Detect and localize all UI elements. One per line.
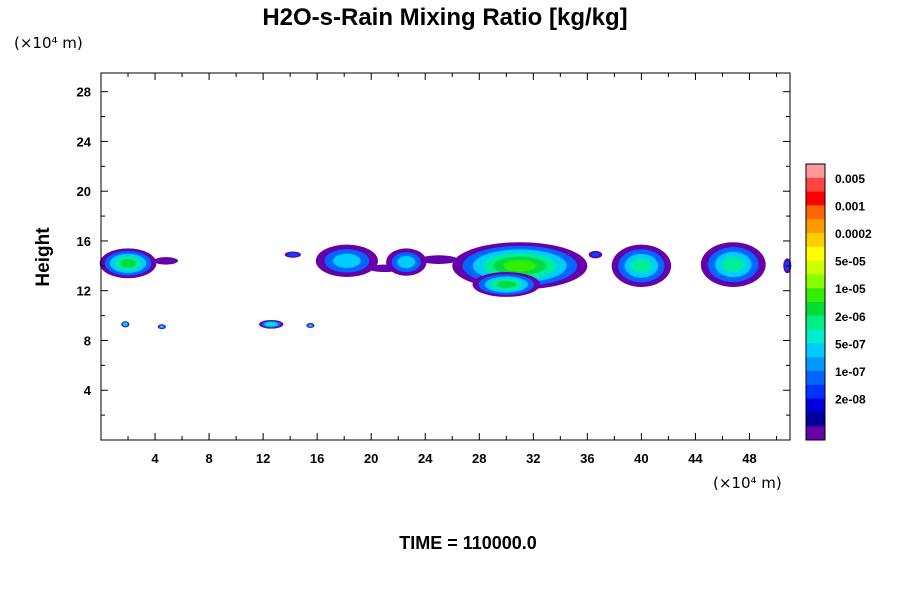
- y-tick-label: 12: [77, 284, 91, 299]
- colorbar-swatch: [806, 177, 825, 193]
- y-tick-label: 4: [84, 383, 92, 398]
- rain-contour: [397, 256, 416, 269]
- colorbar-label: 5e-07: [835, 337, 866, 351]
- rain-cell: [386, 248, 427, 276]
- x-tick-label: 44: [688, 451, 703, 466]
- colorbar-swatch: [806, 302, 825, 317]
- rain-cell: [99, 248, 157, 279]
- colorbar-swatch: [806, 426, 825, 441]
- rain-contour: [721, 256, 745, 273]
- rain-contour: [123, 323, 127, 326]
- rain-contour: [631, 258, 652, 274]
- x-tick-label: 28: [472, 451, 486, 466]
- x-tick-label: 40: [634, 451, 648, 466]
- y-tick-label: 20: [77, 184, 91, 199]
- colorbar-swatch: [806, 412, 825, 427]
- y-tick-label: 16: [77, 234, 91, 249]
- y-tick-labels: 4 8 12 16 20 24 28: [77, 85, 92, 399]
- y-axis-label: Height: [33, 227, 54, 287]
- colorbar-label: 2e-08: [835, 393, 866, 407]
- x-unit-label: (×10⁴ m): [713, 474, 782, 492]
- axis-ticks: [101, 73, 790, 440]
- rain-contour: [159, 325, 164, 328]
- x-tick-label: 8: [205, 451, 212, 466]
- y-tick-label: 28: [77, 85, 91, 100]
- colorbar-label: 1e-05: [835, 282, 866, 296]
- colorbar-swatch: [806, 191, 825, 206]
- colorbar-swatch: [806, 371, 825, 386]
- x-tick-label: 12: [256, 451, 270, 466]
- x-tick-label: 36: [580, 451, 594, 466]
- y-tick-label: 8: [84, 333, 91, 348]
- colorbar-label: 5e-05: [835, 255, 866, 269]
- colorbar-swatch: [806, 205, 825, 220]
- y-tick-label: 24: [77, 134, 92, 149]
- colorbar-swatch: [806, 343, 825, 358]
- colorbar-swatch: [806, 384, 825, 400]
- colorbar-swatch: [806, 219, 825, 234]
- colorbar-swatch: [806, 288, 825, 303]
- y-unit-label: (×10⁴ m): [14, 34, 83, 52]
- rain-cell: [588, 250, 603, 259]
- chart-title: H2O-s-Rain Mixing Ratio [kg/kg]: [262, 4, 627, 31]
- colorbar-swatch: [806, 233, 825, 248]
- rain-contour: [153, 257, 179, 265]
- x-tick-label: 20: [364, 451, 378, 466]
- rain-cell: [315, 244, 378, 278]
- rain-cell: [419, 255, 458, 264]
- rain-cell: [700, 242, 766, 287]
- rain-cell: [157, 324, 166, 330]
- time-footer: TIME = 110000.0: [399, 533, 537, 553]
- colorbar: 0.005 0.001 0.0002 5e-05 1e-05 2e-06 5e-07 1e-0…: [805, 163, 872, 441]
- rain-contour: [119, 259, 137, 268]
- colorbar-swatch: [806, 164, 825, 179]
- colorbar-swatch: [806, 246, 825, 262]
- rain-contour: [503, 260, 537, 272]
- rain-contour: [266, 322, 276, 326]
- rain-contour: [287, 252, 298, 257]
- x-tick-labels: 4 8 12 16 20 24 28 32 36 40 44 48: [151, 451, 756, 466]
- x-tick-label: 32: [526, 451, 540, 466]
- rain-cell: [121, 321, 130, 328]
- x-tick-label: 4: [151, 451, 159, 466]
- colorbar-swatch: [806, 274, 825, 289]
- colorbar-label: 1e-07: [835, 365, 866, 379]
- colorbar-label: 0.001: [835, 199, 865, 213]
- colorbar-label: 0.0002: [835, 227, 872, 241]
- rain-cell: [259, 319, 284, 329]
- x-tick-label: 24: [418, 451, 433, 466]
- colorbar-swatch: [806, 357, 825, 372]
- rain-cell: [284, 251, 301, 258]
- rain-contour: [496, 280, 516, 289]
- rain-contour: [591, 252, 600, 257]
- rain-field: [99, 242, 792, 330]
- colorbar-label: 2e-06: [835, 310, 866, 324]
- rain-contour: [333, 253, 361, 269]
- colorbar-swatch: [806, 329, 825, 344]
- rain-cell: [153, 257, 179, 265]
- x-tick-label: 48: [742, 451, 756, 466]
- colorbar-swatch: [806, 398, 825, 413]
- rain-contour: [308, 324, 313, 327]
- x-tick-label: 16: [310, 451, 324, 466]
- rain-cell: [306, 323, 315, 329]
- rain-contour: [419, 255, 458, 264]
- colorbar-label: 0.005: [835, 172, 865, 186]
- rain-cell: [472, 272, 541, 297]
- colorbar-swatch: [806, 260, 825, 275]
- colorbar-frame: [805, 163, 826, 441]
- rain-cell: [611, 244, 672, 287]
- plot-frame: [100, 72, 791, 441]
- colorbar-swatch: [806, 315, 825, 331]
